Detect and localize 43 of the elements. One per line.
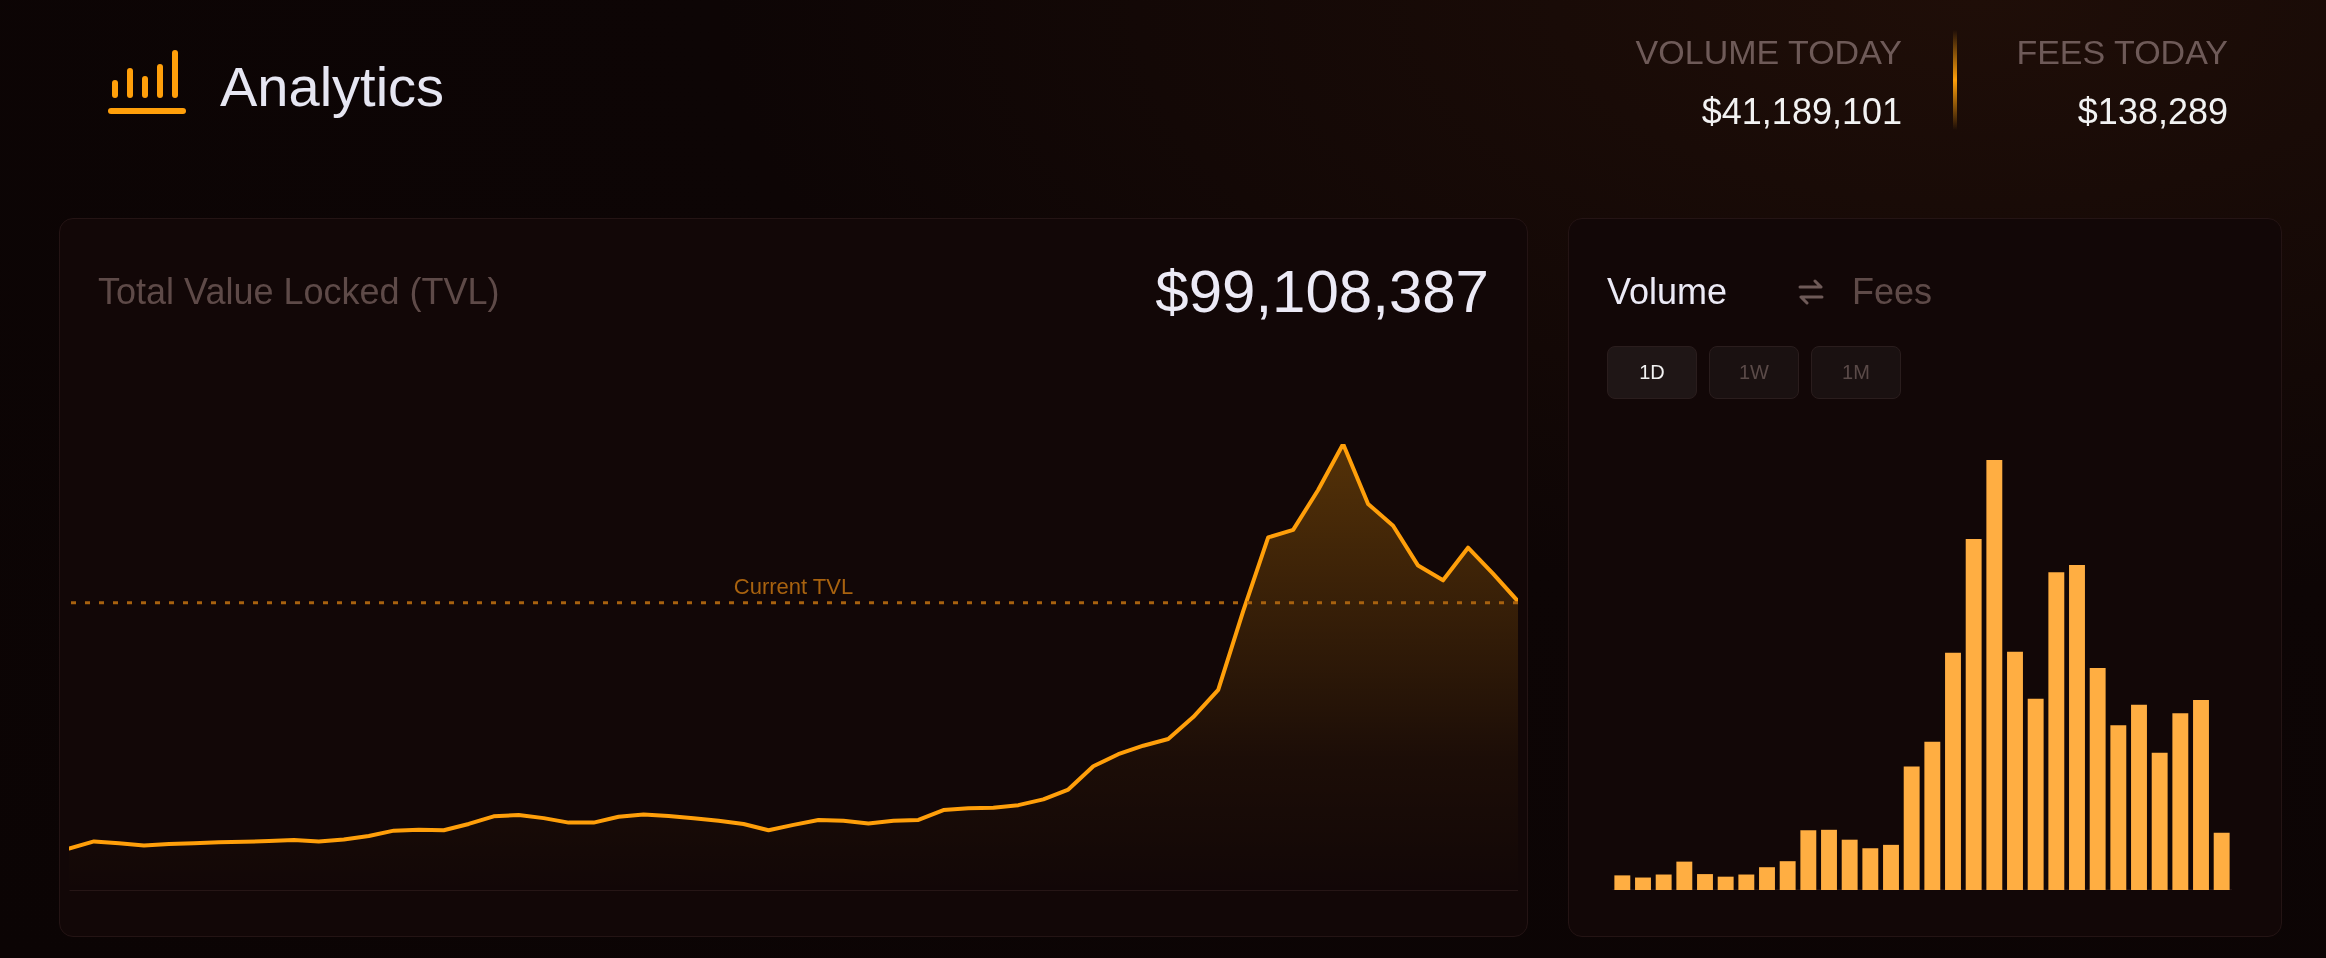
bar — [1924, 741, 1941, 890]
text: VOLUME TODAY — [1635, 33, 1902, 72]
bar — [2131, 704, 2147, 890]
bar — [1717, 876, 1734, 890]
bar — [1883, 844, 1899, 890]
text: 1W — [1709, 346, 1799, 399]
bar — [1635, 877, 1651, 890]
chart-subtitle: $99,108,387 — [1155, 257, 1489, 326]
bar — [1697, 874, 1713, 890]
ref-line-label: Current TVL — [733, 573, 854, 599]
bar — [2069, 564, 2085, 890]
bar — [1903, 766, 1920, 890]
bar — [1965, 539, 1982, 890]
bar — [2151, 752, 2168, 890]
chart-title: Volume — [1607, 271, 1728, 313]
bar — [2027, 698, 2044, 890]
bar — [2089, 668, 2106, 890]
text: $41,189,101 — [1701, 91, 1902, 133]
bar — [1779, 861, 1796, 890]
bar — [1614, 875, 1631, 890]
text: 1D — [1607, 346, 1697, 399]
text: FEES TODAY — [2016, 33, 2228, 72]
chart-title: Total Value Locked (TVL) — [98, 271, 500, 313]
bar — [1759, 867, 1775, 890]
bar — [1655, 874, 1672, 890]
bar — [2172, 713, 2189, 890]
bar — [1862, 848, 1879, 890]
text: 1M — [1811, 346, 1901, 399]
text: Analytics — [220, 54, 445, 119]
bar — [1738, 874, 1755, 890]
bar — [1945, 652, 1961, 890]
bar — [1841, 839, 1858, 890]
bar — [1676, 861, 1693, 890]
bar — [1821, 829, 1837, 890]
bar — [2193, 699, 2209, 890]
bar — [2213, 832, 2230, 890]
text: $138,289 — [2077, 91, 2228, 133]
bar — [1800, 830, 1817, 890]
bar — [2110, 725, 2127, 890]
bar — [2048, 572, 2065, 890]
text: Fees — [1852, 271, 1933, 313]
bar — [2007, 651, 2023, 890]
bar — [1986, 460, 2003, 890]
